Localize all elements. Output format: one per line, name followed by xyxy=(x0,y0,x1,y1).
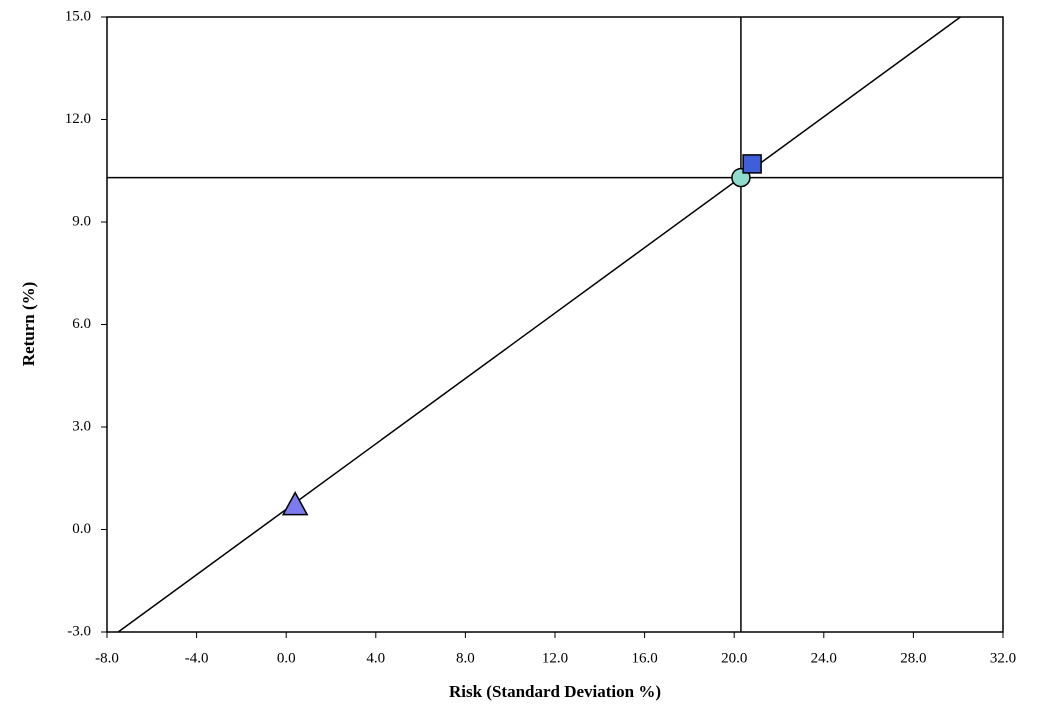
x-tick-label: 12.0 xyxy=(542,650,568,666)
market-line xyxy=(117,16,961,633)
y-tick-label: 6.0 xyxy=(72,316,91,332)
x-tick-label: 16.0 xyxy=(631,650,657,666)
y-tick-label: -3.0 xyxy=(67,623,91,639)
y-tick-label: 15.0 xyxy=(65,8,91,24)
x-tick-label: 24.0 xyxy=(811,650,837,666)
x-tick-label: 20.0 xyxy=(721,650,747,666)
x-tick-label: -8.0 xyxy=(95,650,119,666)
y-tick-label: 12.0 xyxy=(65,111,91,127)
plot-frame xyxy=(106,16,1004,633)
triangle-point xyxy=(281,491,309,516)
x-tick-label: 0.0 xyxy=(277,650,296,666)
x-tick-label: 4.0 xyxy=(366,650,385,666)
y-axis-title: Return (%) xyxy=(19,282,38,367)
square-point xyxy=(742,154,762,174)
x-axis-title: Risk (Standard Deviation %) xyxy=(449,682,661,701)
x-tick-label: -4.0 xyxy=(185,650,209,666)
x-tick-label: 32.0 xyxy=(990,650,1016,666)
y-tick-label: 0.0 xyxy=(72,521,91,537)
y-tick-label: 9.0 xyxy=(72,213,91,229)
x-tick-label: 8.0 xyxy=(456,650,475,666)
y-tick-label: 3.0 xyxy=(72,418,91,434)
x-tick-label: 28.0 xyxy=(900,650,926,666)
